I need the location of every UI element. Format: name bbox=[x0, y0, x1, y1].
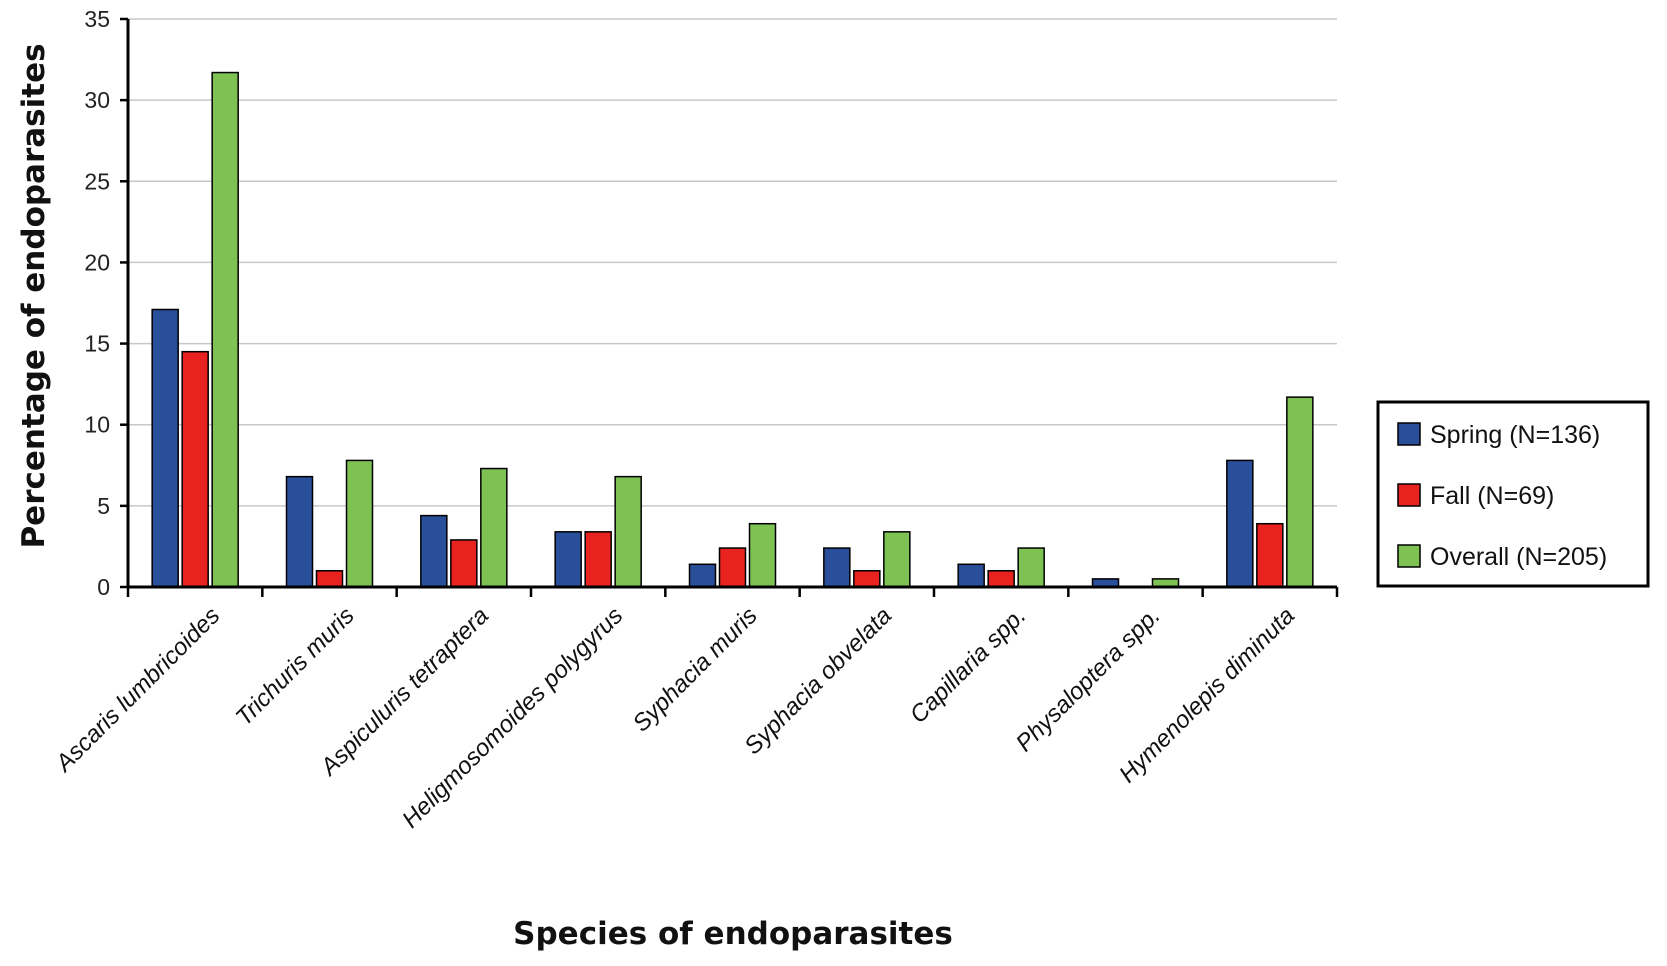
bar-spring-2 bbox=[420, 514, 448, 588]
bar-fall-5 bbox=[853, 570, 881, 588]
legend-swatch bbox=[1397, 544, 1421, 568]
bars bbox=[151, 71, 1314, 588]
y-tick-label: 10 bbox=[84, 412, 110, 438]
y-tick-label: 5 bbox=[97, 493, 110, 519]
bar-overall-8 bbox=[1286, 396, 1314, 588]
bar-fall-8 bbox=[1256, 522, 1284, 588]
bar-fall-4 bbox=[718, 547, 747, 588]
legend-swatch bbox=[1397, 422, 1421, 446]
legend-label: Spring (N=136) bbox=[1430, 421, 1600, 449]
legend: Spring (N=136) Fall (N=69) Overall (N=205) bbox=[1376, 400, 1650, 588]
x-category-labels: Ascaris lumbricoides Trichuris murisAspic… bbox=[49, 602, 1300, 833]
y-tick-label: 25 bbox=[84, 168, 110, 194]
bar-fall-3 bbox=[584, 531, 612, 588]
bar-fall-2 bbox=[450, 539, 478, 588]
bar-spring-6 bbox=[957, 563, 985, 588]
y-tick-labels: 0 5 10 15 20 25 30 35 bbox=[84, 6, 110, 600]
legend-box bbox=[1376, 400, 1650, 588]
bar-spring-5 bbox=[823, 547, 851, 588]
y-tick-label: 0 bbox=[97, 574, 110, 600]
bar-overall-4 bbox=[748, 522, 777, 588]
bar-fall-1 bbox=[315, 570, 344, 588]
y-tick-label: 20 bbox=[84, 249, 110, 275]
legend-label: Overall (N=205) bbox=[1430, 543, 1607, 571]
axes bbox=[120, 17, 1339, 597]
bar-overall-3 bbox=[614, 475, 642, 588]
gridlines bbox=[128, 18, 1337, 507]
category-label: Ascaris lumbricoides bbox=[49, 602, 225, 778]
bar-spring-3 bbox=[554, 531, 582, 588]
x-axis-title: Species of endoparasites bbox=[513, 916, 953, 952]
category-label: Capillaria spp. bbox=[905, 602, 1032, 729]
bar-overall-0 bbox=[211, 71, 239, 588]
category-label: Trichuris muris bbox=[231, 602, 360, 731]
bar-overall-1 bbox=[345, 459, 374, 588]
category-label: Heligmosomoides polygyrus bbox=[397, 602, 628, 833]
category-label: Syphacia obvelata bbox=[739, 602, 897, 760]
bar-fall-6 bbox=[987, 570, 1015, 588]
category-label: Syphacia muris bbox=[628, 602, 763, 737]
y-axis-title: Percentage of endoparasites bbox=[16, 43, 52, 548]
bar-overall-2 bbox=[480, 467, 508, 588]
bar-spring-4 bbox=[688, 563, 717, 588]
bar-spring-0 bbox=[151, 308, 179, 588]
bar-spring-8 bbox=[1226, 459, 1254, 588]
bar-overall-6 bbox=[1017, 547, 1045, 588]
bar-overall-5 bbox=[883, 531, 911, 588]
y-tick-label: 15 bbox=[84, 331, 110, 357]
bar-spring-1 bbox=[285, 475, 314, 588]
legend-swatch bbox=[1397, 483, 1421, 507]
legend-label: Fall (N=69) bbox=[1430, 482, 1554, 510]
bar-fall-0 bbox=[181, 350, 209, 588]
y-tick-label: 35 bbox=[84, 6, 110, 32]
y-tick-label: 30 bbox=[84, 87, 110, 113]
category-label: Physaloptera spp. bbox=[1011, 602, 1166, 757]
